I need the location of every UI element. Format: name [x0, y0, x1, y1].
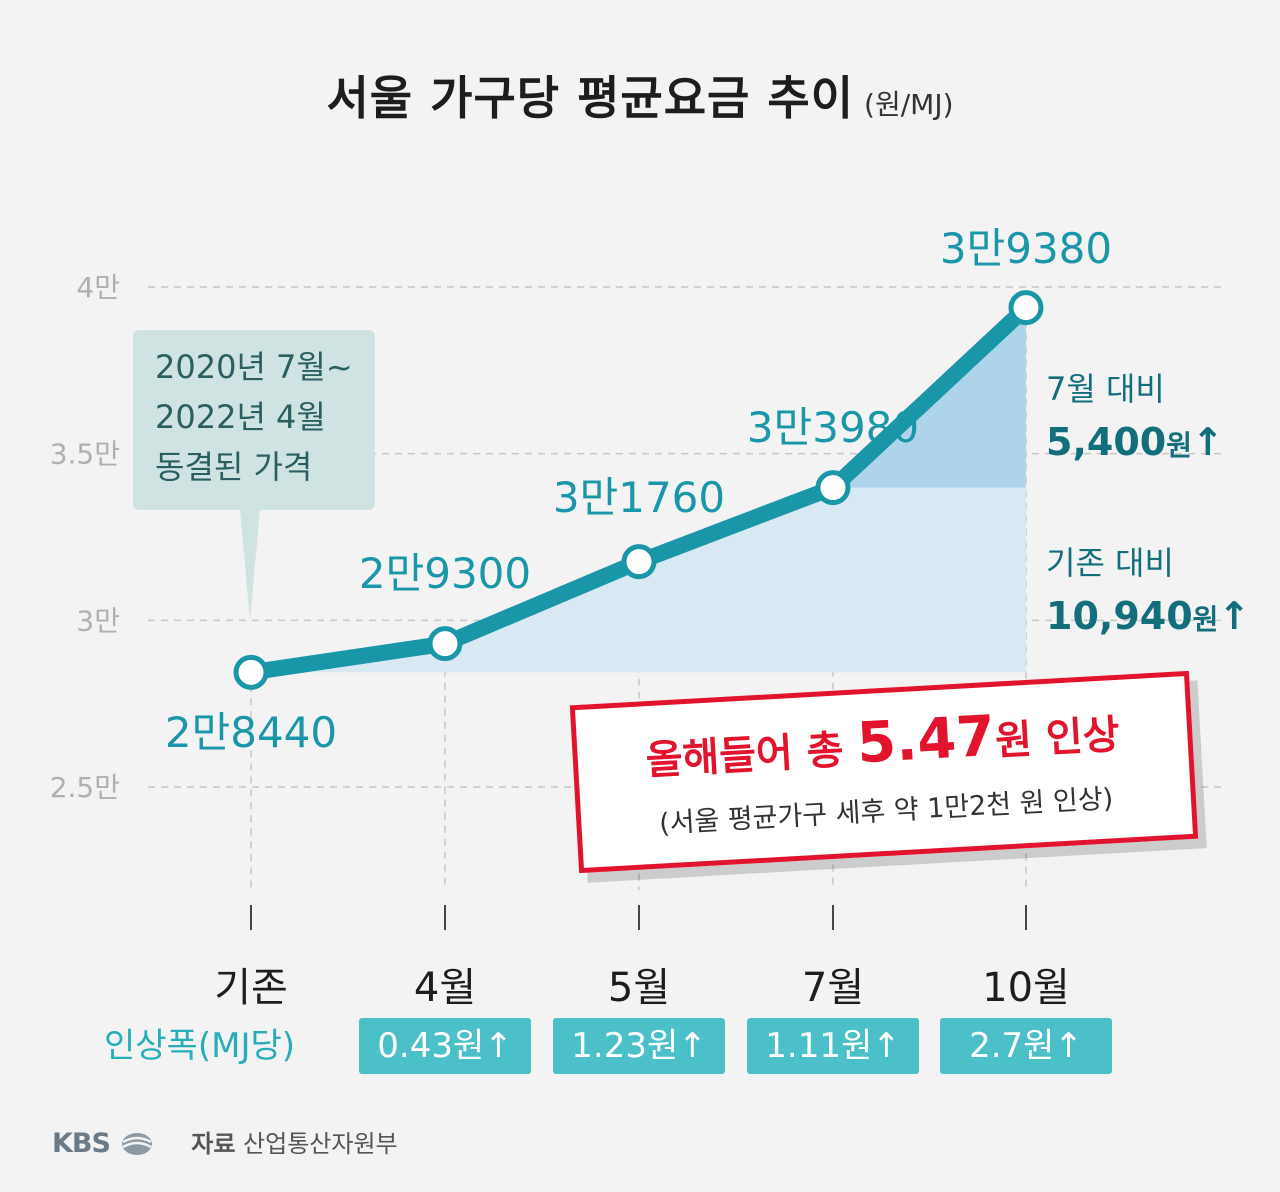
- increase-badge-april: 0.43원↑: [359, 1018, 531, 1074]
- data-label: 2만9300: [359, 549, 531, 598]
- data-label: 3만1760: [553, 473, 725, 522]
- data-label: 3만9380: [940, 224, 1112, 273]
- vs-base-annotation: 기존 대비 10,940원↑: [1046, 538, 1250, 638]
- vs-july-label: 7월 대비: [1046, 370, 1165, 408]
- vs-july-annotation: 7월 대비 5,400원↑: [1046, 364, 1224, 464]
- increase-badge-may: 1.23원↑: [553, 1018, 725, 1074]
- chart-title: 서울 가구당 평균요금 추이: [326, 71, 855, 125]
- callout-line-1: 2020년 7월~: [155, 348, 353, 386]
- data-point: [1008, 290, 1044, 326]
- data-point: [621, 544, 657, 580]
- footer: KBS 자료 산업통산자원부: [52, 1124, 398, 1159]
- chart-title-area: 서울 가구당 평균요금 추이 (원/MJ): [0, 62, 1280, 128]
- x-label-april: 4월: [413, 965, 477, 1011]
- highlight-value: 5.47: [855, 703, 997, 777]
- callout-line-3: 동결된 가격: [155, 448, 313, 486]
- area-increase-vs-base: [251, 307, 1026, 673]
- x-label-july: 7월: [801, 965, 865, 1011]
- y-tick-label: 2.5만: [50, 771, 120, 804]
- highlight-prefix: 올해들어 총: [644, 726, 859, 785]
- frozen-price-callout: 2020년 7월~ 2022년 4월 동결된 가격: [133, 330, 375, 510]
- vs-base-label: 기존 대비: [1046, 544, 1174, 582]
- vs-july-won: 원: [1166, 429, 1192, 462]
- data-point: [427, 626, 463, 662]
- x-label-october: 10월: [982, 965, 1070, 1011]
- highlight-suffix: 인상: [1030, 711, 1121, 763]
- vs-base-value: 10,940: [1046, 594, 1193, 638]
- chart-unit: (원/MJ): [864, 88, 954, 121]
- increase-badge-october: 2.7원↑: [940, 1018, 1112, 1074]
- x-label-base: 기존: [214, 965, 288, 1011]
- source-name: 산업통산자원부: [243, 1130, 398, 1158]
- total-increase-box: 올해들어 총 5.47원 인상 (서울 평균가구 세후 약 1만2천 원 인상): [569, 670, 1199, 874]
- kbs-swirl-icon: [121, 1133, 152, 1155]
- y-tick-label: 3만: [76, 604, 120, 637]
- data-point: [815, 470, 851, 506]
- y-tick-label: 4만: [76, 271, 120, 304]
- x-label-may: 5월: [607, 965, 671, 1011]
- source-label: 자료: [191, 1130, 236, 1158]
- highlight-won: 원: [994, 716, 1034, 765]
- up-arrow-icon: ↑: [1191, 420, 1224, 464]
- data-point: [233, 654, 269, 690]
- up-arrow-icon: ↑: [1218, 594, 1251, 638]
- data-label: 3만3980: [747, 403, 919, 452]
- increase-title: 인상폭(MJ당): [104, 1026, 296, 1066]
- increase-badge-july: 1.11원↑: [747, 1018, 919, 1074]
- kbs-logo: KBS: [52, 1128, 111, 1159]
- highlight-subtext: (서울 평균가구 세후 약 1만2천 원 인상): [658, 783, 1115, 840]
- y-tick-label: 3.5만: [50, 438, 120, 471]
- data-label: 2만8440: [165, 708, 337, 757]
- callout-pointer: [240, 510, 260, 620]
- callout-line-2: 2022년 4월: [155, 398, 326, 436]
- vs-july-value: 5,400: [1046, 420, 1167, 464]
- vs-base-won: 원: [1192, 603, 1219, 636]
